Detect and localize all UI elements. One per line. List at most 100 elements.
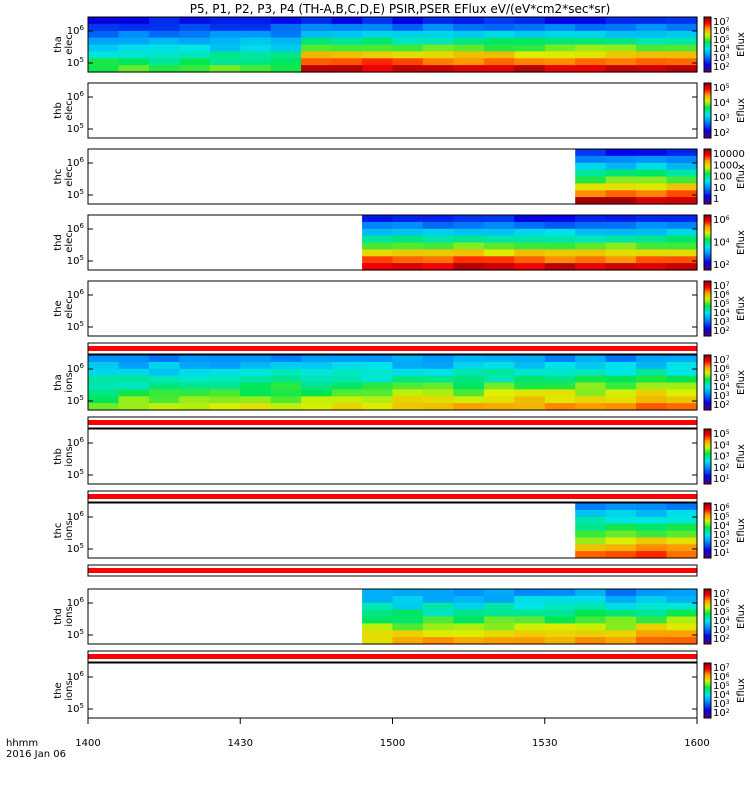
heatmap-cell <box>392 51 424 59</box>
colorbar-tick: 107 <box>713 17 730 28</box>
heatmap-cell <box>544 65 576 73</box>
heatmap-cell <box>209 65 241 73</box>
heatmap-cell <box>666 595 698 604</box>
colorbar-segment <box>704 182 711 185</box>
colorbar-segment <box>704 534 711 537</box>
heatmap-cell <box>209 382 241 390</box>
panel-frame <box>87 428 698 485</box>
heatmap-cell <box>605 530 637 538</box>
heatmap-cell <box>636 382 668 390</box>
heatmap-cell <box>544 595 576 604</box>
heatmap-cell <box>301 17 333 25</box>
heatmap-cell <box>331 44 363 52</box>
colorbar-segment <box>704 237 711 240</box>
colorbar-segment <box>704 616 711 619</box>
heatmap-cell <box>209 17 241 25</box>
colorbar-segment <box>704 451 711 454</box>
heatmap-cell <box>392 375 424 384</box>
heatmap-cell <box>483 44 515 52</box>
colorbar-label: Eflux <box>736 164 747 189</box>
heatmap-cell <box>209 30 241 39</box>
heatmap-cell <box>605 30 637 39</box>
heatmap-cell <box>636 589 668 597</box>
heatmap-cell <box>362 17 394 25</box>
colorbar-segment <box>704 130 711 133</box>
colorbar-segment <box>704 117 711 121</box>
heatmap-cell <box>605 368 637 377</box>
heatmap-cell <box>148 389 180 397</box>
heatmap-cell <box>209 58 241 66</box>
heatmap-cell <box>88 375 120 384</box>
colorbar-tick: 107 <box>713 663 730 674</box>
colorbar-segment <box>704 161 711 165</box>
colorbar-segment <box>704 282 711 286</box>
colorbar-segment <box>704 114 711 117</box>
heatmap-cell <box>301 403 333 411</box>
colorbar-tick: 107 <box>713 355 730 366</box>
heatmap-cell <box>483 623 515 631</box>
heatmap-cell <box>483 396 515 404</box>
heatmap-cell <box>453 368 485 377</box>
colorbar-segment <box>704 86 711 89</box>
heatmap-cell <box>575 149 607 157</box>
heatmap-cell <box>392 65 424 73</box>
heatmap-cell <box>362 30 394 39</box>
colorbar-segment <box>704 248 711 251</box>
ylabel-species: ions <box>64 606 75 626</box>
colorbar-segment <box>704 623 711 627</box>
heatmap-cell <box>362 616 394 624</box>
heatmap-cell <box>331 30 363 39</box>
ytick-label: 106 <box>67 222 85 235</box>
panel-frame <box>87 148 698 205</box>
colorbar-label: Eflux <box>736 678 747 703</box>
heatmap-cell <box>575 44 607 52</box>
colorbar-segment <box>704 514 711 517</box>
colorbar-segment <box>704 28 711 31</box>
heatmap-cell <box>453 375 485 384</box>
heatmap-cell <box>179 361 211 370</box>
colorbar-segment <box>704 612 711 616</box>
heatmap-cell <box>514 602 546 611</box>
panel-frame <box>87 502 698 559</box>
colorbar-segment <box>704 194 711 198</box>
heatmap-cell <box>666 190 698 198</box>
colorbar-segment <box>704 708 711 712</box>
colorbar-segment <box>704 618 711 621</box>
heatmap-cell <box>422 228 454 237</box>
heatmap-cell <box>240 65 272 73</box>
heatmap-cell <box>453 65 485 73</box>
heatmap-cell <box>118 30 150 39</box>
colorbar-tick: 1000 <box>713 160 738 171</box>
heatmap-cell <box>240 375 272 384</box>
heatmap-cell <box>666 249 698 257</box>
heatmap-cell <box>575 602 607 611</box>
colorbar-tick: 102 <box>713 463 730 474</box>
heatmap-cell <box>392 630 424 638</box>
heatmap-cell <box>148 355 180 363</box>
colorbar-segment <box>704 601 711 605</box>
ytick-label: 106 <box>67 156 85 169</box>
heatmap-cell <box>514 249 546 257</box>
ylabel-species: ions <box>64 520 75 540</box>
heatmap-cell <box>453 221 485 230</box>
heatmap-cell <box>483 221 515 230</box>
heatmap-cell <box>362 595 394 604</box>
ytick-label: 105 <box>67 56 84 69</box>
colorbar-segment <box>704 377 711 380</box>
heatmap-cell <box>362 263 394 271</box>
colorbar-segment <box>704 310 711 313</box>
colorbar-segment <box>704 249 711 253</box>
heatmap-cell <box>514 65 546 73</box>
colorbar-segment <box>704 406 711 409</box>
heatmap-cell <box>392 361 424 370</box>
heatmap-cell <box>209 375 241 384</box>
heatmap-cell <box>636 44 668 52</box>
colorbar-segment <box>704 541 711 544</box>
heatmap-cell <box>422 17 454 25</box>
xtick-label: 1400 <box>75 738 100 749</box>
colorbar-segment <box>704 174 711 177</box>
heatmap-cell <box>270 65 302 73</box>
